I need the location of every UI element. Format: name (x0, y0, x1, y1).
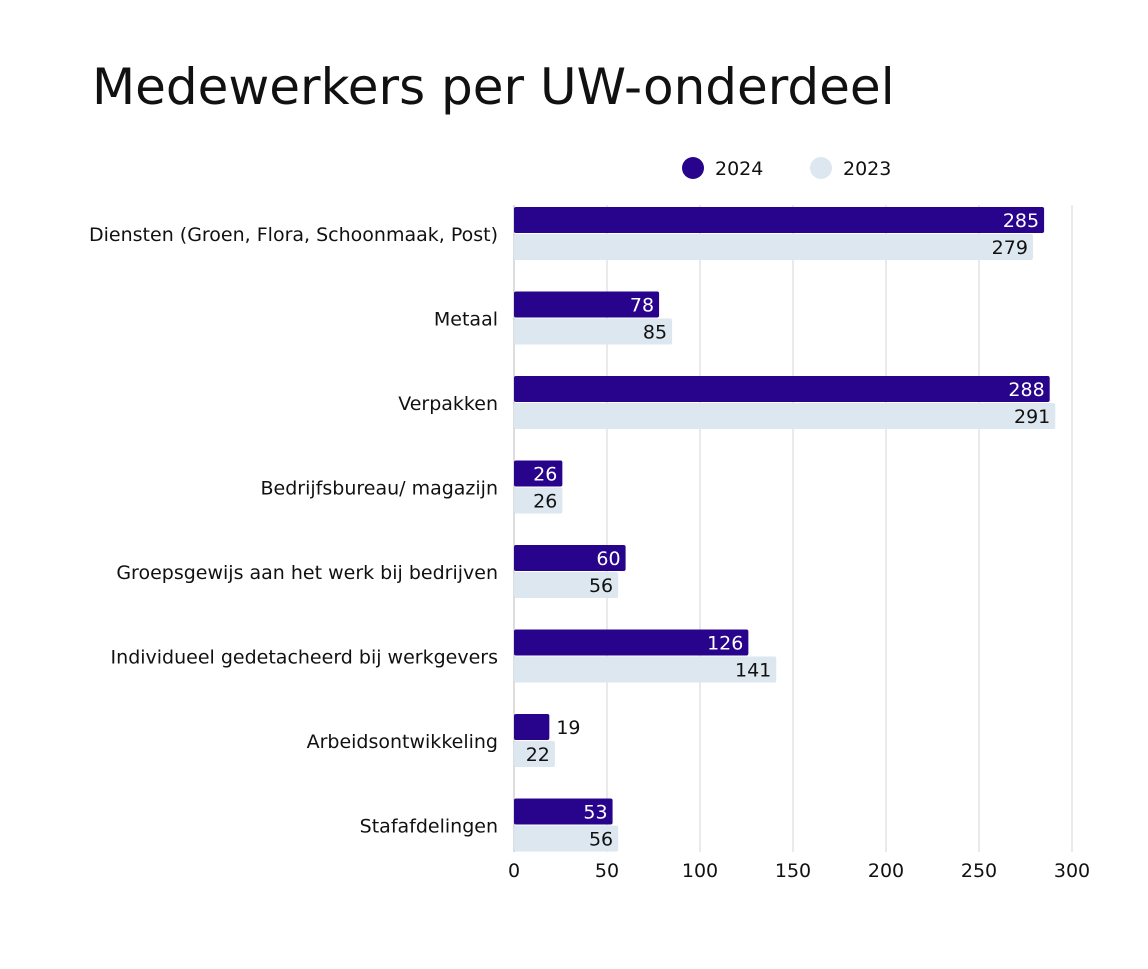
bar-2024 (514, 545, 626, 571)
bar-2024 (514, 207, 1045, 233)
bar-2024 (514, 714, 550, 740)
x-tick-label: 300 (1054, 860, 1090, 882)
chart-title: Medewerkers per UW-onderdeel (92, 58, 895, 116)
category-label: Stafafdelingen (360, 816, 498, 838)
data-label: 126 (707, 633, 743, 655)
data-label: 288 (1008, 379, 1044, 401)
category-label: Individueel gedetacheerd bij werkgevers (111, 647, 498, 669)
bar-2024 (514, 798, 613, 825)
data-label: 291 (1014, 406, 1050, 428)
legend-label: 2024 (715, 158, 763, 180)
data-label: 78 (630, 295, 654, 317)
x-tick-label: 250 (961, 860, 997, 882)
bar-2024 (514, 629, 749, 656)
category-label: Diensten (Groen, Flora, Schoonmaak, Post… (89, 224, 498, 246)
bar-2023 (514, 403, 1056, 429)
data-label: 279 (992, 237, 1028, 259)
bar-2024 (514, 376, 1050, 402)
data-label: 285 (1003, 210, 1039, 232)
data-label: 22 (526, 744, 550, 766)
bar-2023 (514, 318, 673, 345)
bar-2024 (514, 460, 563, 487)
data-label: 19 (556, 717, 580, 739)
bar-2023 (514, 741, 555, 767)
bar-2023 (514, 656, 777, 683)
legend-swatch (682, 157, 704, 179)
data-label: 53 (583, 802, 607, 824)
data-label: 56 (589, 575, 613, 597)
x-tick-label: 200 (868, 860, 904, 882)
x-tick-label: 100 (682, 860, 718, 882)
bar-2024 (514, 291, 660, 318)
data-label: 26 (533, 491, 557, 513)
data-label: 141 (735, 660, 771, 682)
category-label: Bedrijfsbureau/ magazijn (261, 478, 498, 500)
data-label: 26 (533, 464, 557, 486)
category-label: Groepsgewijs aan het werk bij bedrijven (116, 562, 498, 584)
x-tick-label: 0 (508, 860, 520, 882)
category-label: Metaal (434, 309, 498, 331)
bar-2023 (514, 825, 619, 852)
data-label: 56 (589, 829, 613, 851)
bar-2023 (514, 234, 1033, 260)
x-tick-label: 150 (775, 860, 811, 882)
data-label: 60 (596, 548, 620, 570)
data-label: 85 (643, 322, 667, 344)
legend-label: 2023 (843, 158, 891, 180)
bar-2023 (514, 572, 619, 598)
legend-swatch (810, 157, 832, 179)
x-tick-label: 50 (595, 860, 619, 882)
bar-2023 (514, 487, 563, 514)
category-label: Arbeidsontwikkeling (307, 731, 498, 753)
category-label: Verpakken (398, 393, 498, 415)
